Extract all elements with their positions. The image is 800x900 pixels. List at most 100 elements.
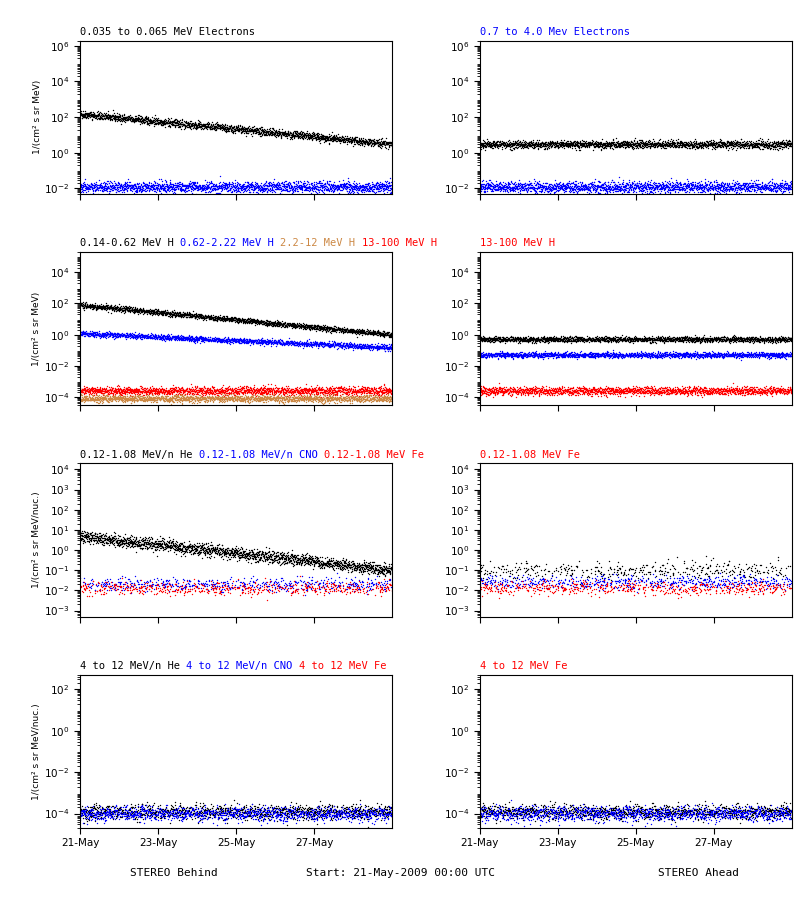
Point (306, 320, 318, 335)
Point (265, 376, 278, 391)
Point (115, 391, 128, 405)
Point (746, 178, 759, 193)
Point (759, 383, 772, 398)
Point (541, 582, 554, 597)
Text: STEREO Ahead: STEREO Ahead (658, 868, 739, 878)
Point (716, 569, 729, 583)
Point (303, 320, 316, 334)
Point (168, 538, 181, 553)
Point (386, 575, 398, 590)
Point (768, 348, 781, 363)
Point (506, 179, 518, 194)
Point (626, 140, 639, 154)
Point (654, 574, 666, 589)
Point (264, 336, 277, 350)
Point (534, 136, 547, 150)
Point (646, 806, 658, 820)
Point (290, 382, 303, 396)
Point (252, 124, 265, 139)
Point (343, 808, 356, 823)
Point (109, 812, 122, 826)
Point (552, 801, 565, 815)
Point (276, 554, 289, 569)
Point (167, 115, 180, 130)
Point (223, 807, 236, 822)
Point (571, 805, 584, 819)
Point (786, 334, 798, 348)
Point (189, 332, 202, 347)
Point (354, 385, 366, 400)
Point (110, 177, 122, 192)
Point (719, 382, 732, 396)
Point (534, 138, 546, 152)
Point (537, 331, 550, 346)
Point (133, 392, 146, 406)
Point (706, 344, 719, 358)
Point (484, 382, 497, 397)
Point (726, 346, 738, 360)
Point (635, 801, 648, 815)
Text: 0.14-0.62 MeV H: 0.14-0.62 MeV H (80, 238, 174, 248)
Point (119, 328, 132, 343)
Point (274, 182, 286, 196)
Point (492, 138, 505, 152)
Point (121, 539, 134, 554)
Point (674, 134, 686, 148)
Point (638, 805, 650, 819)
Point (214, 384, 226, 399)
Point (319, 395, 332, 410)
Point (744, 809, 757, 824)
Point (130, 807, 142, 822)
Point (109, 580, 122, 595)
Point (343, 557, 356, 572)
Point (741, 582, 754, 597)
Point (677, 335, 690, 349)
Point (110, 391, 123, 405)
Point (673, 331, 686, 346)
Point (184, 385, 197, 400)
Point (279, 392, 292, 406)
Point (594, 806, 606, 821)
Point (488, 135, 501, 149)
Point (231, 312, 244, 327)
Point (696, 332, 709, 347)
Point (235, 545, 248, 560)
Point (326, 337, 339, 351)
Point (675, 351, 688, 365)
Point (95, 111, 108, 125)
Point (647, 580, 660, 594)
Point (120, 805, 133, 819)
Point (168, 113, 181, 128)
Point (297, 336, 310, 350)
Point (201, 388, 214, 402)
Point (568, 800, 581, 814)
Point (187, 391, 200, 405)
Point (249, 314, 262, 328)
Point (282, 184, 295, 198)
Point (677, 188, 690, 202)
Point (686, 347, 698, 362)
Point (164, 179, 177, 194)
Point (316, 320, 329, 335)
Point (105, 326, 118, 340)
Point (750, 380, 762, 394)
Point (330, 180, 343, 194)
Point (655, 572, 668, 586)
Point (172, 329, 185, 344)
Point (245, 392, 258, 406)
Point (624, 574, 637, 589)
Point (606, 808, 619, 823)
Point (314, 394, 326, 409)
Point (320, 808, 333, 823)
Point (338, 382, 351, 397)
Point (569, 346, 582, 360)
Point (361, 807, 374, 822)
Point (126, 113, 138, 128)
Point (180, 307, 193, 321)
Point (198, 578, 210, 592)
Point (156, 183, 169, 197)
Point (285, 548, 298, 562)
Point (770, 349, 782, 364)
Point (617, 800, 630, 814)
Point (587, 333, 600, 347)
